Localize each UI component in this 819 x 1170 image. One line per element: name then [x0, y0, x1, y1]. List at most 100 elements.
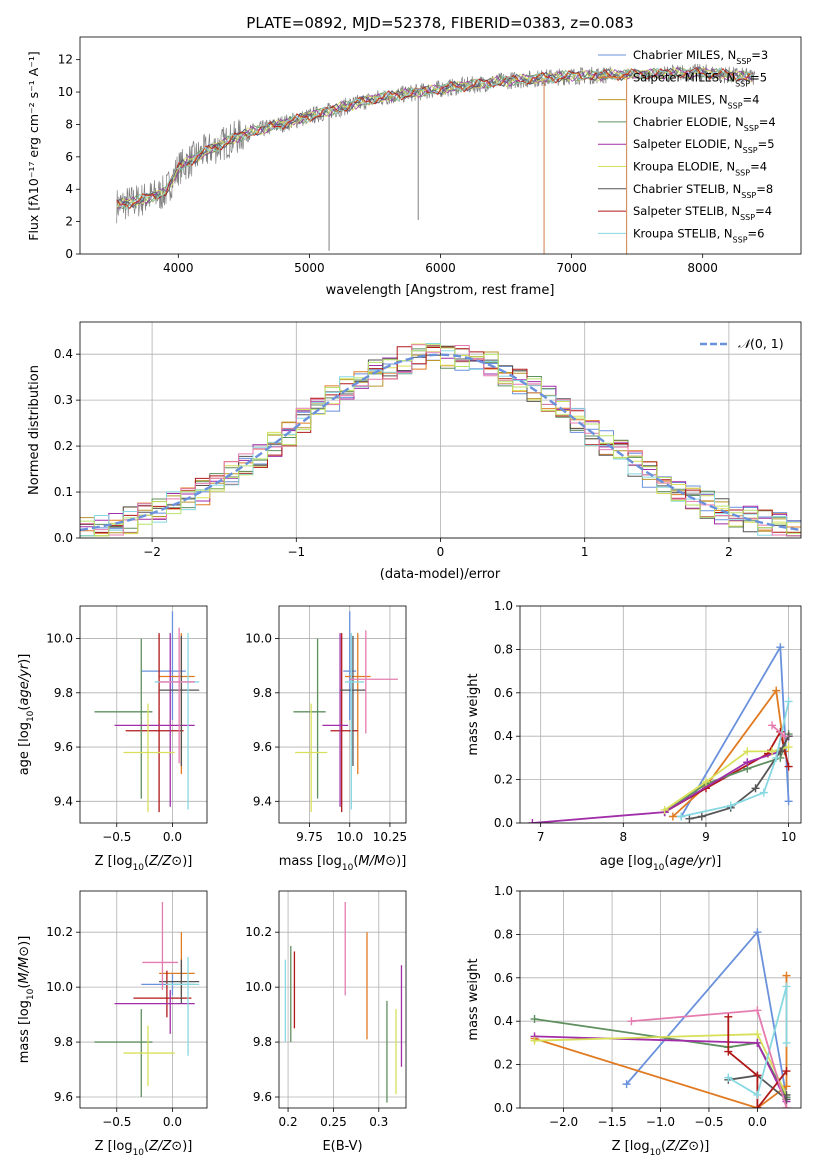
x-tick-label: 0.0: [748, 1115, 767, 1129]
weight-marker: [726, 801, 735, 810]
x-tick-label: −2: [143, 545, 161, 559]
x-tick-label: 10.25: [373, 830, 407, 844]
y-tick-label: 10: [58, 85, 73, 99]
weight-marker: [743, 747, 752, 756]
weight-marker: [782, 1082, 791, 1091]
axes-frame: [79, 605, 208, 824]
weight-marker: [782, 982, 791, 991]
y-tick-label: 0.8: [494, 927, 513, 941]
weight-marker: [768, 747, 777, 756]
histogram-step: [80, 344, 801, 537]
chart-residuals: −2 −1 0 1 2 0.0 0.1 0.2 0.3 0.4 𝒩(0, 1) (data-model…: [27, 321, 802, 582]
y-tick-label: 9.8: [54, 686, 73, 700]
weight-marker: [782, 1067, 791, 1076]
weight-line-2: [534, 1018, 788, 1098]
y-tick-label: 0.6: [494, 686, 513, 700]
y-tick-label: 4: [65, 182, 73, 196]
y-tick-label: 9.6: [54, 1090, 73, 1104]
x-tick-label: 9.75: [296, 830, 323, 844]
weight-marker: [660, 805, 669, 814]
weight-marker: [782, 971, 791, 980]
x-axis-label: age [log10(age/yr)]: [600, 854, 722, 873]
legend-label: Salpeter ELODIE, NSSP=5: [633, 137, 775, 155]
x-tick-label: 0: [437, 545, 445, 559]
weight-line-8: [771, 724, 786, 737]
plot-area: [284, 901, 403, 1103]
weight-marker: [724, 1047, 733, 1056]
x-tick-label: −0.5: [102, 1115, 131, 1129]
y-axis-label: Normed distribution: [27, 365, 42, 495]
x-tick-label: 8000: [687, 261, 718, 275]
x-axis-label: Z [log10(Z/Z⊙)]: [95, 854, 193, 873]
x-tick-label: 10.0: [336, 830, 363, 844]
legend-label: Chabrier MILES, NSSP=3: [633, 48, 768, 66]
weight-marker: [622, 1080, 631, 1089]
x-axis-label: (data-model)/error: [380, 567, 501, 582]
x-tick-label: −1: [287, 545, 305, 559]
y-axis-label: Flux [fλ10⁻¹⁷ erg cm⁻² s⁻¹ A⁻¹]: [26, 51, 41, 240]
y-tick-label: 0.0: [494, 1101, 513, 1115]
model-spectrum: [116, 67, 753, 210]
y-axis-label: mass weight: [466, 958, 481, 1040]
x-tick-label: 1: [581, 545, 589, 559]
legend-label: Kroupa ELODIE, NSSP=4: [633, 160, 767, 178]
weight-marker: [685, 814, 694, 823]
x-tick-label: 0.3: [369, 1115, 388, 1129]
legend-label: Kroupa STELIB, NSSP=6: [633, 226, 764, 244]
chart-mass_weight_vs_age: 7 8 9 10 0.0 0.2 0.4 0.6 0.8 1.0 age [log10(age/yr…: [466, 599, 802, 873]
legend-label: Salpeter STELIB, NSSP=4: [633, 204, 772, 222]
y-tick-label: 10.0: [46, 980, 73, 994]
weight-line-7: [727, 986, 788, 1097]
chart-mass_weight_vs_Z: −2.0 −1.5 −1.0 −0.5 0.0 0.0 0.2 0.4 0.6 0.8 1.0 Z […: [466, 884, 802, 1158]
weight-marker: [759, 788, 768, 797]
histogram-step: [80, 343, 801, 537]
weight-marker: [677, 812, 686, 821]
weight-marker: [780, 732, 789, 741]
y-tick-label: 10.0: [46, 632, 73, 646]
y-tick-label: 0.0: [54, 531, 73, 545]
x-axis-label: Z [log10(Z/Z⊙)]: [612, 1139, 710, 1158]
y-tick-label: 1.0: [494, 884, 513, 898]
y-tick-label: 9.8: [253, 686, 272, 700]
model-spectrum: [116, 67, 753, 208]
plot-area: [530, 928, 791, 1108]
y-tick-label: 0.4: [494, 729, 513, 743]
y-tick-label: 8: [65, 117, 73, 131]
y-tick-label: 9.6: [54, 740, 73, 754]
y-tick-label: 12: [58, 53, 73, 67]
weight-marker: [751, 784, 760, 793]
x-axis-label: mass [log10(M/M⊙)]: [279, 854, 407, 873]
x-tick-label: 5000: [294, 261, 325, 275]
weight-marker: [753, 1030, 762, 1039]
x-tick-label: 0.0: [163, 830, 182, 844]
y-tick-label: 10.2: [46, 925, 73, 939]
chart-mass_vs_EBV: 0.2 0.25 0.3 9.6 9.8 10.0 10.2 E(B-V): [245, 890, 407, 1154]
x-tick-label: −1.5: [597, 1115, 626, 1129]
x-tick-label: −1.0: [646, 1115, 675, 1129]
y-tick-label: 2: [65, 215, 73, 229]
weight-marker: [701, 777, 710, 786]
y-tick-label: 0.2: [494, 1058, 513, 1072]
weight-marker: [784, 743, 793, 752]
weight-marker: [772, 753, 781, 762]
plot-area: [94, 611, 200, 813]
y-axis-label: age [log10(age/yr)]: [17, 654, 36, 776]
x-tick-label: 7000: [556, 261, 587, 275]
x-tick-label: −2.0: [549, 1115, 578, 1129]
y-tick-label: 10.2: [245, 925, 272, 939]
x-axis-label: wavelength [Angstrom, rest frame]: [326, 283, 555, 298]
x-tick-label: 9: [702, 830, 710, 844]
weight-marker: [724, 1012, 733, 1021]
figure-title: PLATE=0892, MJD=52378, FIBERID=0383, z=0…: [246, 14, 633, 32]
weight-marker: [784, 697, 793, 706]
legend-label: 𝒩(0, 1): [738, 336, 784, 351]
weight-marker: [724, 1073, 733, 1082]
y-tick-label: 0.2: [494, 773, 513, 787]
weight-line-7: [681, 701, 790, 818]
weight-line-1: [672, 688, 786, 818]
model-spectrum: [116, 66, 753, 209]
y-tick-label: 0.6: [494, 971, 513, 985]
y-tick-label: 0.4: [54, 347, 73, 361]
y-tick-label: 0.0: [494, 816, 513, 830]
